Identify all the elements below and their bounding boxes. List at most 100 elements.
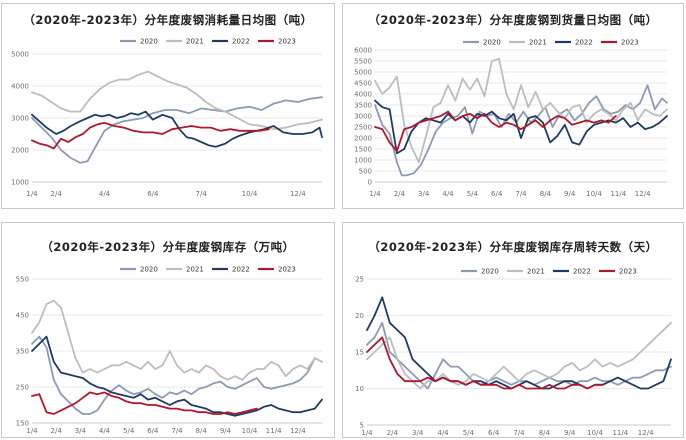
x-tick-label: 10/4 <box>586 190 602 198</box>
legend-label-2022: 2022 <box>232 38 250 46</box>
y-tick-label: 150 <box>16 420 29 428</box>
x-tick-label: 4/4 <box>99 427 111 435</box>
chart-title: （2020年-2023年）分年度废钢库存（万吨） <box>41 240 295 254</box>
x-tick-label: 6/4 <box>488 429 500 437</box>
line-chart-turnover-days: 5 10 15 20 25 1/4 2/4 3/4 4/4 5/4 6/4 7/4 8/4 9/4 10/4… <box>355 268 672 437</box>
x-tick-label: 10/4 <box>242 190 258 198</box>
legend-label-2022: 2022 <box>232 266 250 274</box>
y-tick-label: 0 <box>368 179 372 187</box>
series-line-2020 <box>366 321 672 390</box>
y-tick-label: 10 <box>355 385 364 393</box>
x-tick-label: 7/4 <box>513 429 525 437</box>
x-tick-label: 5/4 <box>123 427 135 435</box>
x-tick-label: 5/4 <box>463 429 475 437</box>
y-tick-label: 1000 <box>11 179 29 187</box>
legend-label-2021: 2021 <box>527 268 545 276</box>
x-tick-label: 6/4 <box>147 190 159 198</box>
x-tick-label: 12/4 <box>635 190 651 198</box>
x-tick-label: 4/4 <box>442 190 454 198</box>
legend-label-2020: 2020 <box>140 38 158 46</box>
x-tick-label: 8/4 <box>196 427 208 435</box>
x-tick-label: 4/4 <box>437 429 449 437</box>
x-tick-label: 5/4 <box>467 190 479 198</box>
legend-label-2021: 2021 <box>529 39 547 47</box>
x-tick-label: 2/4 <box>51 190 63 198</box>
chart-title: （2020年-2023年）分年度废钢到货量日均图（吨） <box>368 13 658 27</box>
x-tick-label: 3/4 <box>75 427 87 435</box>
x-tick-label: 4/4 <box>99 190 111 198</box>
x-tick-label: 6/4 <box>491 190 503 198</box>
x-tick-label: 7/4 <box>196 190 208 198</box>
x-tick-label: 1/4 <box>369 190 381 198</box>
series-line-2022 <box>374 99 668 155</box>
x-tick-label: 11/4 <box>612 429 628 437</box>
x-tick-label: 9/4 <box>564 190 576 198</box>
y-tick-label: 4000 <box>354 91 372 99</box>
x-tick-label: 7/4 <box>515 190 527 198</box>
series-line-2021 <box>31 70 323 131</box>
y-tick-label: 3000 <box>11 115 29 123</box>
chart-title: （2020年-2023年）分年度废钢消耗量日均图（吨） <box>23 13 313 27</box>
y-tick-label: 500 <box>359 168 372 176</box>
y-tick-label: 450 <box>16 312 29 320</box>
y-tick-label: 3000 <box>354 113 372 121</box>
series-line-2021 <box>366 321 672 390</box>
x-tick-label: 2/4 <box>394 190 406 198</box>
y-tick-label: 4500 <box>354 80 372 88</box>
legend-label-2020: 2020 <box>481 268 499 276</box>
series-line-2020 <box>374 84 668 177</box>
legend-label-2023: 2023 <box>621 39 639 47</box>
y-tick-label: 20 <box>355 312 364 320</box>
x-tick-label: 3/4 <box>412 429 424 437</box>
x-tick-label: 10/4 <box>242 427 258 435</box>
x-tick-label: 8/4 <box>540 190 552 198</box>
chart-panel-steel-scrap-consumption: （2020年-2023年）分年度废钢消耗量日均图（吨） 1000 2000 3000… <box>1 3 335 209</box>
series-line-2023 <box>31 391 258 415</box>
legend-label-2022: 2022 <box>573 268 591 276</box>
y-tick-label: 1500 <box>354 146 372 154</box>
x-tick-label: 11/4 <box>266 427 282 435</box>
x-tick-label: 2/4 <box>51 427 63 435</box>
legend-label-2022: 2022 <box>575 39 593 47</box>
chart-title: （2020年-2023年）分年度废钢库存周转天数（天） <box>368 240 658 254</box>
line-chart-inventory: 150 250 350 450 550 1/4 2/4 3/4 4/4 5/4 6/4 7/4 8/4 9… <box>16 266 323 435</box>
legend-label-2023: 2023 <box>278 38 296 46</box>
series-line-2020 <box>31 335 323 415</box>
y-tick-label: 2000 <box>354 135 372 143</box>
legend-label-2023: 2023 <box>619 268 637 276</box>
series-line-2023 <box>366 336 604 390</box>
y-tick-label: 2500 <box>354 124 372 132</box>
x-tick-label: 1/4 <box>26 190 38 198</box>
legend-label-2021: 2021 <box>186 266 204 274</box>
y-tick-label: 4000 <box>11 83 29 91</box>
series-line-2021 <box>374 57 668 164</box>
chart-panel-inventory-turnover-days: （2020年-2023年）分年度废钢库存周转天数（天） 5 10 15 20 25 1/4… <box>342 222 684 438</box>
y-tick-label: 6000 <box>354 47 372 55</box>
legend-label-2020: 2020 <box>483 39 501 47</box>
y-tick-label: 25 <box>355 276 364 284</box>
x-tick-label: 6/4 <box>147 427 159 435</box>
x-tick-label: 10/4 <box>587 429 603 437</box>
line-chart-arrivals: 0 500 1000 1500 2000 2500 3000 3500 4000 4500 5000… <box>354 39 668 198</box>
x-tick-label: 12/4 <box>290 427 306 435</box>
series-line-2022 <box>31 335 323 417</box>
y-tick-label: 350 <box>16 348 29 356</box>
y-tick-label: 250 <box>16 384 29 392</box>
line-chart-consumption: 1000 2000 3000 4000 5000 1/4 2/4 4/4 6/4 7/4 10/4 1… <box>11 38 323 198</box>
legend-label-2023: 2023 <box>278 266 296 274</box>
series-line-2023 <box>374 110 617 153</box>
x-tick-label: 12/4 <box>638 429 654 437</box>
x-tick-label: 8/4 <box>539 429 551 437</box>
x-tick-label: 1/4 <box>26 427 38 435</box>
series-line-2020 <box>31 96 323 164</box>
y-tick-label: 550 <box>16 276 29 284</box>
x-tick-label: 7/4 <box>171 427 183 435</box>
y-tick-label: 5000 <box>354 69 372 77</box>
legend-label-2020: 2020 <box>140 266 158 274</box>
legend-label-2021: 2021 <box>186 38 204 46</box>
y-tick-label: 1000 <box>354 157 372 165</box>
series-line-2022 <box>31 110 323 148</box>
x-tick-label: 1/4 <box>361 429 373 437</box>
chart-panel-steel-scrap-arrivals: （2020年-2023年）分年度废钢到货量日均图（吨） 0 500 1000 1500… <box>342 3 684 209</box>
series-line-2021 <box>31 299 323 381</box>
